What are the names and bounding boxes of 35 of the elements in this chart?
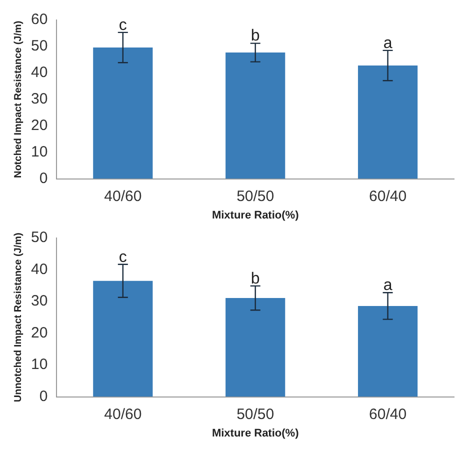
y-tick-label: 60 bbox=[30, 11, 48, 28]
y-tick-label: 40 bbox=[30, 64, 48, 82]
y-tick-label: 50 bbox=[30, 38, 48, 55]
annotation: b bbox=[250, 270, 260, 288]
bar bbox=[93, 48, 153, 179]
y-tick-label: 20 bbox=[30, 117, 48, 134]
x-tick-label: 40/60 bbox=[104, 188, 142, 205]
annotation: a bbox=[383, 34, 392, 52]
y-tick-label: 30 bbox=[30, 90, 48, 108]
y-axis-title: Notched Impact Resistance (J/m) bbox=[12, 20, 24, 178]
y-tick-label: 50 bbox=[30, 229, 48, 246]
y-axis-title: Unnotched Impact Resistance (J/m) bbox=[12, 232, 24, 402]
y-tick-label: 0 bbox=[39, 388, 48, 405]
x-tick-label: 50/50 bbox=[236, 406, 274, 423]
bar bbox=[358, 66, 418, 179]
x-tick-label: 60/40 bbox=[369, 188, 407, 205]
y-tick-label: 40 bbox=[30, 260, 48, 278]
annotation: c bbox=[118, 16, 127, 34]
x-tick-label: 40/60 bbox=[104, 406, 142, 423]
y-tick-label: 10 bbox=[30, 143, 48, 160]
bar bbox=[226, 298, 286, 397]
y-tick-label: 30 bbox=[30, 292, 48, 310]
annotation: a bbox=[383, 277, 392, 294]
y-tick-label: 0 bbox=[39, 170, 48, 187]
bar bbox=[226, 52, 286, 179]
bar bbox=[358, 306, 418, 397]
annotation: b bbox=[250, 28, 260, 45]
x-axis-title: Mixture Ratio(%) bbox=[212, 209, 300, 222]
bar bbox=[93, 280, 153, 397]
x-tick-label: 60/40 bbox=[369, 406, 407, 423]
x-axis-title: Mixture Ratio(%) bbox=[212, 427, 300, 440]
x-tick-label: 50/50 bbox=[236, 188, 274, 205]
y-tick-label: 10 bbox=[30, 356, 48, 374]
y-tick-label: 20 bbox=[30, 324, 48, 342]
annotation: c bbox=[118, 248, 127, 266]
